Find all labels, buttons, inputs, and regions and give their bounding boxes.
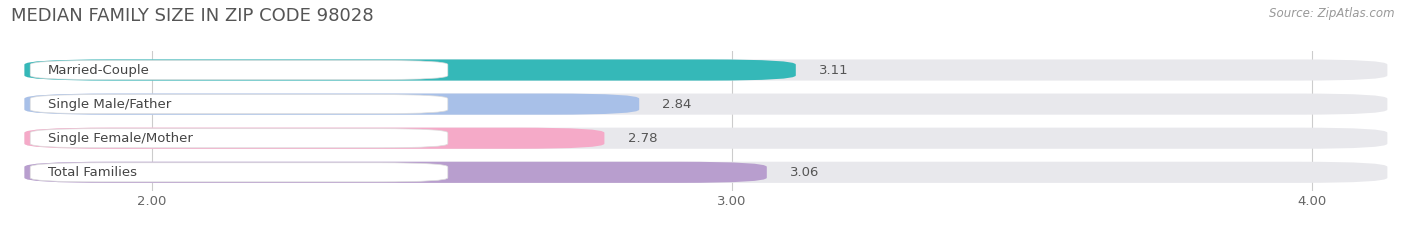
FancyBboxPatch shape — [24, 162, 766, 183]
FancyBboxPatch shape — [24, 59, 796, 81]
Text: 3.06: 3.06 — [790, 166, 820, 179]
Text: Single Male/Father: Single Male/Father — [48, 98, 172, 111]
FancyBboxPatch shape — [24, 162, 1388, 183]
Text: Source: ZipAtlas.com: Source: ZipAtlas.com — [1270, 7, 1395, 20]
FancyBboxPatch shape — [31, 163, 447, 182]
FancyBboxPatch shape — [24, 59, 1388, 81]
FancyBboxPatch shape — [24, 128, 1388, 149]
Text: 2.78: 2.78 — [627, 132, 657, 145]
FancyBboxPatch shape — [31, 61, 447, 79]
Text: Total Families: Total Families — [48, 166, 136, 179]
FancyBboxPatch shape — [24, 93, 640, 115]
Text: 3.11: 3.11 — [820, 64, 849, 76]
FancyBboxPatch shape — [24, 93, 1388, 115]
FancyBboxPatch shape — [31, 129, 447, 148]
Text: MEDIAN FAMILY SIZE IN ZIP CODE 98028: MEDIAN FAMILY SIZE IN ZIP CODE 98028 — [11, 7, 374, 25]
Text: Single Female/Mother: Single Female/Mother — [48, 132, 193, 145]
Text: 2.84: 2.84 — [662, 98, 692, 111]
FancyBboxPatch shape — [31, 95, 447, 114]
FancyBboxPatch shape — [24, 128, 605, 149]
Text: Married-Couple: Married-Couple — [48, 64, 149, 76]
